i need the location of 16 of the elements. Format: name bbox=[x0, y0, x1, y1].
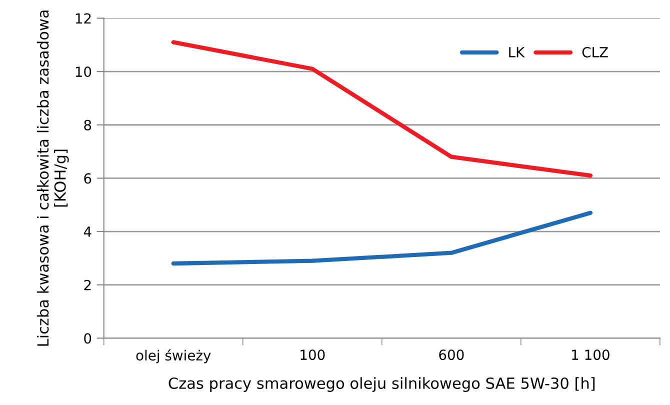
line-series bbox=[171, 210, 593, 266]
x-axis-title: Czas pracy smarowego oleju silnikowego SAE 5W-30 [h] bbox=[168, 377, 595, 392]
y-tick-label: 4 bbox=[84, 226, 92, 237]
x-tick-label: 100 bbox=[300, 350, 325, 360]
y-tick-label: 8 bbox=[84, 120, 92, 130]
y-tick-label: 10 bbox=[76, 66, 92, 78]
y-axis-title: Liczba kwasowa i całkowita liczba zasadowa [KOH/g] bbox=[36, 10, 69, 346]
y-tick-label: 6 bbox=[84, 173, 92, 184]
legend-label: CLZ bbox=[582, 46, 608, 58]
y-tick-label: 2 bbox=[84, 280, 91, 290]
x-tick-label: 600 bbox=[439, 350, 464, 360]
y-tick-label: 12 bbox=[76, 13, 91, 24]
y-tick-label: 0 bbox=[84, 333, 92, 344]
legend-label: LK bbox=[509, 47, 525, 58]
x-tick-label: 1 100 bbox=[572, 350, 610, 360]
x-tick-label: olej świeży bbox=[136, 349, 211, 364]
